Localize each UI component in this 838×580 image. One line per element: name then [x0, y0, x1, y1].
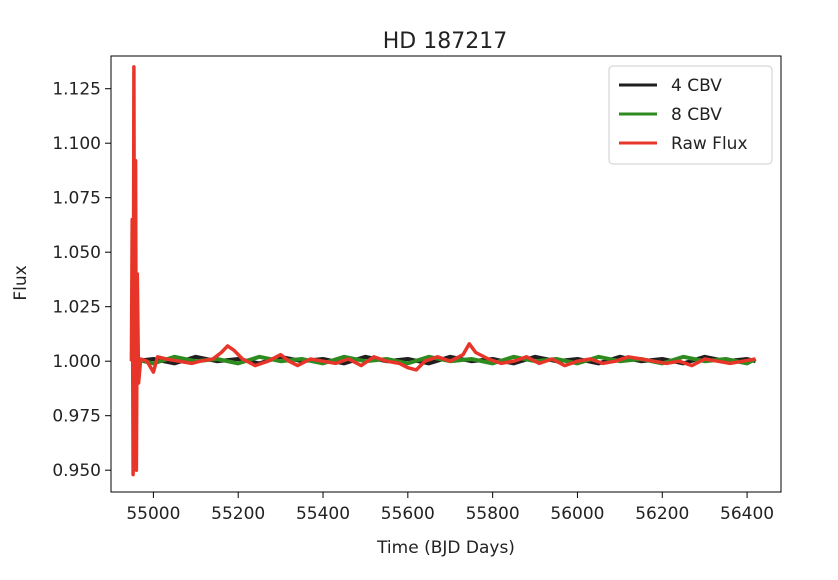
y-tick-label: 1.000	[52, 352, 101, 372]
chart-title: HD 187217	[383, 29, 507, 54]
y-tick-label: 1.125	[52, 80, 101, 100]
y-tick-label: 0.975	[52, 407, 101, 427]
x-tick-label: 55000	[126, 504, 180, 524]
x-tick-label: 56400	[720, 504, 774, 524]
x-tick-label: 55400	[296, 504, 350, 524]
x-axis-label: Time (BJD Days)	[376, 538, 515, 558]
x-tick-label: 55800	[466, 504, 520, 524]
y-axis-label: Flux	[11, 265, 31, 300]
x-tick-label: 55200	[211, 504, 265, 524]
y-tick-label: 1.100	[52, 134, 101, 154]
legend-box	[608, 65, 773, 165]
y-tick-label: 1.075	[52, 189, 101, 209]
x-tick-label: 55600	[381, 504, 435, 524]
plot-area	[129, 65, 757, 477]
y-tick-label: 1.025	[52, 298, 101, 318]
series-line-1	[134, 354, 757, 366]
y-tick-label: 1.050	[52, 243, 101, 263]
legend: 4 CBV 8 CBV Raw Flux	[608, 65, 773, 165]
y-tick-label: 0.950	[52, 461, 101, 481]
legend-label: 4 CBV	[671, 76, 722, 96]
plot-frame	[110, 55, 782, 493]
legend-label: Raw Flux	[671, 134, 748, 154]
x-tick-label: 56000	[550, 504, 604, 524]
x-axis-ticks: 55000 55200 55400 55600 55800 56000 56200 56400	[126, 492, 774, 524]
legend-label: 8 CBV	[671, 105, 722, 125]
series-line-3	[129, 65, 756, 477]
x-tick-label: 56200	[635, 504, 689, 524]
y-axis-ticks: 0.950 0.975 1.000 1.025 1.050 1.075 1.100 1.125	[52, 80, 111, 481]
